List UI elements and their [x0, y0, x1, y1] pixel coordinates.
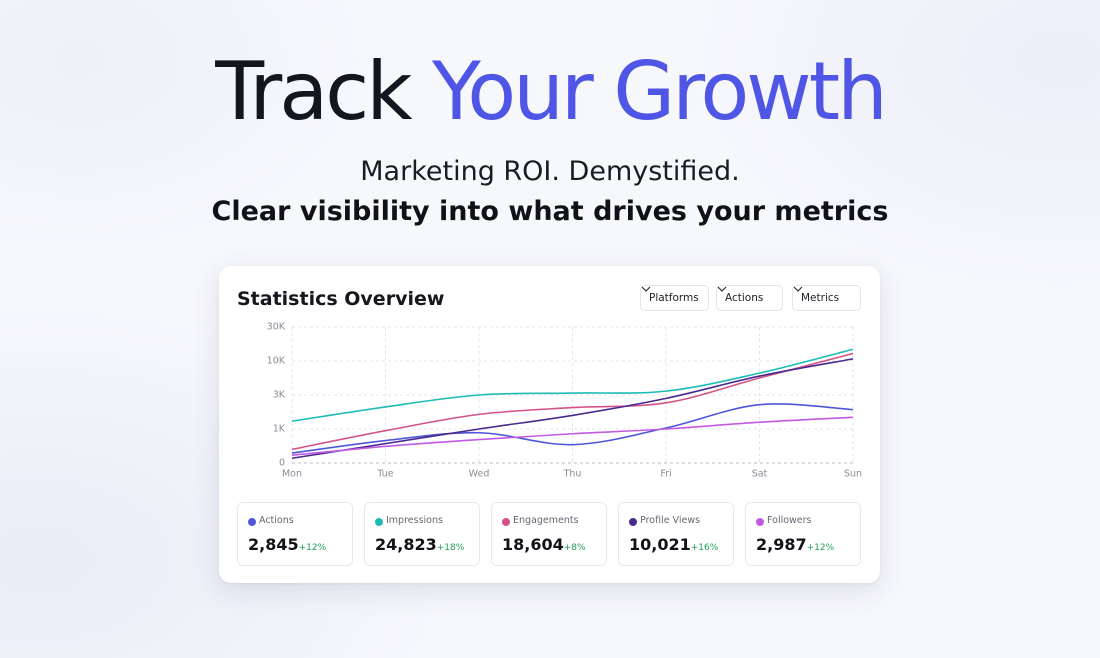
stat-card: Followers 2,987+12%	[745, 502, 861, 566]
x-tick-label: Fri	[660, 469, 671, 480]
legend-dot	[629, 518, 637, 526]
filter-dropdown[interactable]: Metrics	[792, 285, 861, 311]
chart-title: Statistics Overview	[237, 288, 445, 310]
stat-value: 2,845+12%	[248, 535, 326, 554]
stat-number: 10,021	[629, 535, 691, 554]
filter-label: Actions	[725, 292, 764, 304]
y-tick-label: 30K	[267, 322, 286, 333]
stat-number: 24,823	[375, 535, 437, 554]
stat-card: Profile Views 10,021+16%	[618, 502, 734, 566]
dashboard-card: 0 1K 3K 10K 30K Mon Tue Wed Thu Fri Sat Sun Statist…	[219, 266, 880, 583]
chart: 0 1K 3K 10K 30K Mon Tue Wed Thu Fri Sat Sun	[267, 322, 862, 480]
legend-dot	[248, 518, 256, 526]
legend-dot	[375, 518, 383, 526]
y-tick-label: 10K	[267, 356, 286, 367]
x-tick-label: Mon	[282, 469, 302, 480]
filter-label: Platforms	[649, 292, 699, 304]
stat-card: Actions 2,845+12%	[237, 502, 353, 566]
legend-dot	[502, 518, 510, 526]
chevron	[793, 286, 803, 292]
title-accent: Your Growth	[432, 45, 888, 138]
stat-change: +8%	[563, 543, 586, 553]
stat-name: Impressions	[386, 515, 443, 526]
stat-number: 18,604	[502, 535, 564, 554]
stat-name: Profile Views	[640, 515, 701, 526]
stat-card: Engagements 18,604+8%	[491, 502, 607, 566]
chevron	[641, 286, 651, 292]
chevron	[717, 286, 727, 292]
series-line	[291, 352, 854, 451]
tagline: Marketing ROI. Demystified.	[360, 156, 740, 187]
stat-value: 2,987+12%	[756, 535, 834, 554]
series-line	[291, 403, 854, 454]
y-tick-label: 1K	[273, 424, 286, 435]
stat-number: 2,845	[248, 535, 299, 554]
series-line	[291, 416, 854, 456]
hero-title: Track Your Growth	[0, 44, 1100, 140]
stat-name: Followers	[767, 515, 812, 526]
x-tick-label: Sun	[844, 469, 862, 480]
filter-dropdown[interactable]: Platforms	[640, 285, 709, 311]
stat-value: 18,604+8%	[502, 535, 586, 554]
stat-change: +18%	[436, 543, 465, 553]
filter-label: Metrics	[801, 292, 840, 304]
stat-change: +16%	[690, 543, 719, 553]
series-line	[291, 358, 854, 460]
stat-card: Impressions 24,823+18%	[364, 502, 480, 566]
stat-change: +12%	[806, 543, 835, 553]
stat-name: Engagements	[513, 515, 579, 526]
stat-name: Actions	[259, 515, 294, 526]
x-tick-label: Sat	[752, 469, 768, 480]
filter-dropdown[interactable]: Actions	[716, 285, 783, 311]
x-tick-label: Thu	[563, 469, 582, 480]
title-dark: Track	[215, 45, 412, 138]
y-tick-label: 0	[279, 458, 285, 469]
subtitle: Clear visibility into what drives your m…	[211, 196, 889, 227]
stat-value: 10,021+16%	[629, 535, 718, 554]
stat-change: +12%	[298, 543, 327, 553]
stat-number: 2,987	[756, 535, 807, 554]
stat-value: 24,823+18%	[375, 535, 464, 554]
series-line	[291, 348, 854, 422]
y-tick-label: 3K	[273, 390, 286, 401]
legend-dot	[756, 518, 764, 526]
x-tick-label: Tue	[376, 469, 393, 480]
x-tick-label: Wed	[469, 469, 490, 480]
